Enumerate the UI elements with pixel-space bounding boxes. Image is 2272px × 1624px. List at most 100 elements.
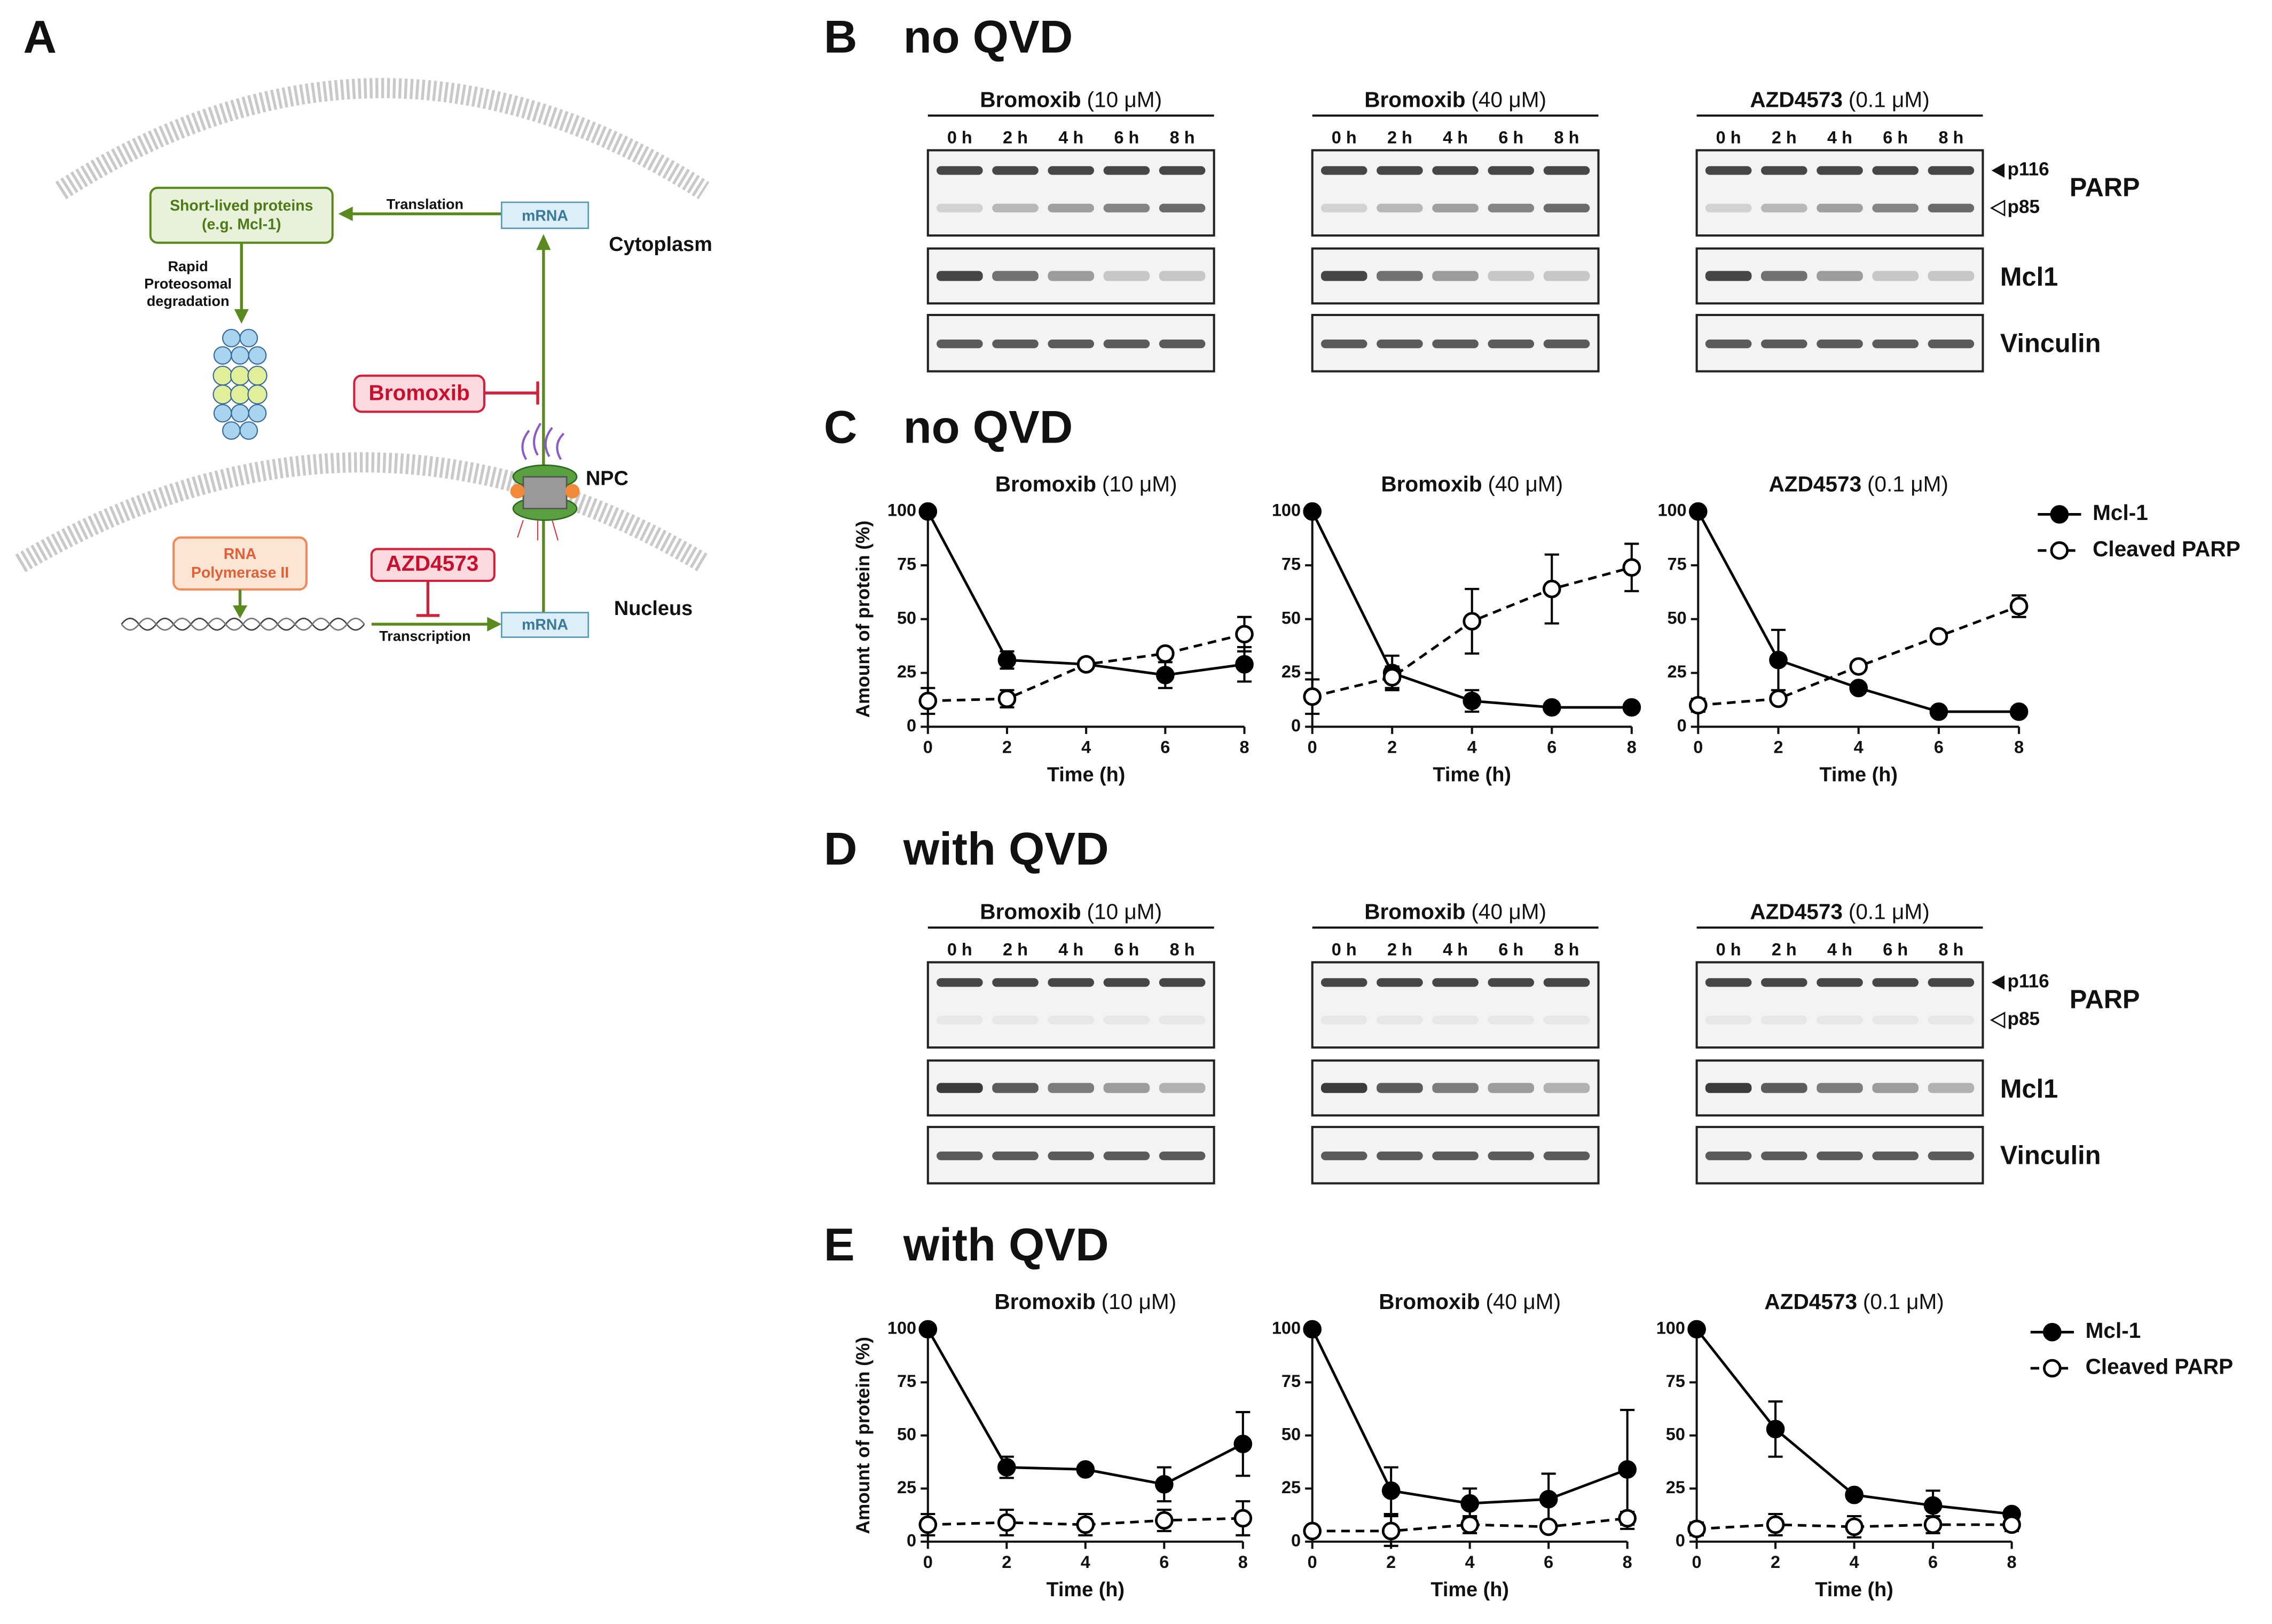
data-point: [1539, 1517, 1558, 1536]
band: [1761, 203, 1807, 212]
y-tick-label: 25: [897, 662, 916, 681]
polymerase-label: RNA: [224, 546, 257, 563]
band: [937, 1152, 983, 1161]
band: [1159, 271, 1206, 281]
y-tick-label: 0: [907, 1531, 916, 1550]
band: [1432, 166, 1479, 175]
x-tick-label: 4: [1465, 1552, 1475, 1572]
band: [1488, 340, 1535, 349]
legend-marker: [2050, 541, 2069, 560]
data-point: [1154, 1475, 1174, 1494]
marker-arrow: [1990, 199, 2006, 217]
cytoplasm-label: Cytoplasm: [609, 233, 712, 256]
chart-title: Bromoxib (10 μM): [995, 471, 1177, 496]
data-point: [1154, 1511, 1174, 1530]
band: [1377, 1083, 1423, 1093]
band: [1432, 978, 1479, 987]
band: [1872, 166, 1919, 175]
data-point: [1687, 1519, 1706, 1539]
y-tick-label: 50: [1666, 1424, 1685, 1444]
panel-title: with QVD: [903, 1219, 1109, 1271]
blot: [926, 961, 1215, 1049]
data-point: [1233, 1509, 1253, 1528]
panel-title: with QVD: [903, 824, 1109, 875]
band: [1488, 1083, 1535, 1093]
title-dose: (0.1 μM): [1849, 87, 1930, 112]
data-point: [918, 502, 938, 521]
series-line: [926, 510, 1245, 676]
band: [1705, 271, 1752, 281]
y-tick-label: 25: [1666, 1478, 1685, 1497]
band: [1817, 1015, 1863, 1024]
data-point: [1542, 698, 1561, 717]
band: [1103, 978, 1150, 987]
band: [1543, 271, 1590, 281]
band: [1159, 1083, 1206, 1093]
band: [1048, 340, 1095, 349]
band: [1761, 166, 1807, 175]
band: [1159, 1015, 1206, 1024]
title-drug: Bromoxib: [994, 1289, 1095, 1314]
title-drug: Bromoxib: [1364, 899, 1465, 924]
band: [1432, 1015, 1479, 1024]
band: [1159, 203, 1206, 212]
x-tick-label: 0: [923, 1552, 933, 1572]
panel-letter: E: [824, 1219, 855, 1271]
data-point: [1235, 625, 1254, 644]
lane-label: 8 h: [1554, 940, 1579, 959]
protein-label: Vinculin: [2000, 329, 2101, 358]
x-tick-label: 4: [1081, 1552, 1090, 1572]
protein-label: (e.g. Mcl-1): [202, 216, 281, 233]
arrow-head: [232, 605, 248, 619]
title-dose: (40 μM): [1471, 899, 1546, 924]
marker-label: p116: [2007, 971, 2049, 992]
data-point: [1923, 1496, 1943, 1515]
bromoxib-label: Bromoxib: [368, 381, 469, 405]
panel-title: no QVD: [903, 12, 1073, 63]
legend-marker: [2043, 1322, 2062, 1342]
x-axis-label: Time (h): [1046, 1579, 1125, 1601]
title-drug: Bromoxib: [995, 471, 1096, 496]
y-tick-label: 50: [897, 608, 916, 627]
band: [1872, 1152, 1919, 1161]
data-point: [1155, 666, 1175, 684]
data-point: [1382, 668, 1402, 687]
band: [1320, 1083, 1367, 1093]
chart-title: Bromoxib (40 μM): [1381, 471, 1563, 496]
x-tick-label: 4: [1850, 1552, 1859, 1572]
x-axis-label: Time (h): [1819, 763, 1898, 786]
data-point: [1618, 1460, 1637, 1479]
band: [1320, 166, 1367, 175]
data-point: [1766, 1515, 1785, 1534]
x-tick-label: 6: [1928, 1552, 1938, 1572]
band: [1817, 1152, 1863, 1161]
y-tick-label: 100: [1656, 1318, 1685, 1337]
data-point: [1618, 1509, 1637, 1528]
marker-label: p85: [2007, 196, 2040, 217]
y-tick-label: 75: [1666, 1371, 1685, 1391]
data-point: [1769, 689, 1788, 708]
title-dose: (40 μM): [1471, 87, 1546, 112]
y-tick-label: 75: [897, 1371, 916, 1391]
npc-label: NPC: [586, 468, 628, 490]
band: [1488, 978, 1535, 987]
mrna-label: mRNA: [522, 616, 568, 633]
marker-arrow: [1990, 1011, 2006, 1029]
npc: [510, 422, 580, 541]
lane-label: 8 h: [1938, 940, 1963, 959]
data-point: [997, 1458, 1016, 1477]
title-drug: Bromoxib: [1381, 471, 1482, 496]
band: [1928, 166, 1975, 175]
band: [1103, 340, 1150, 349]
lane-label: 8 h: [1170, 940, 1195, 959]
lane-label: 0 h: [1332, 940, 1357, 959]
band: [1761, 1015, 1807, 1024]
title-dose: (0.1 μM): [1867, 471, 1948, 496]
band: [992, 340, 1039, 349]
band: [1320, 340, 1367, 349]
data-point: [918, 691, 938, 711]
band: [1048, 166, 1095, 175]
band: [1488, 1152, 1535, 1161]
chart-title: AZD4573 (0.1 μM): [1769, 471, 1948, 496]
band: [1928, 1152, 1975, 1161]
